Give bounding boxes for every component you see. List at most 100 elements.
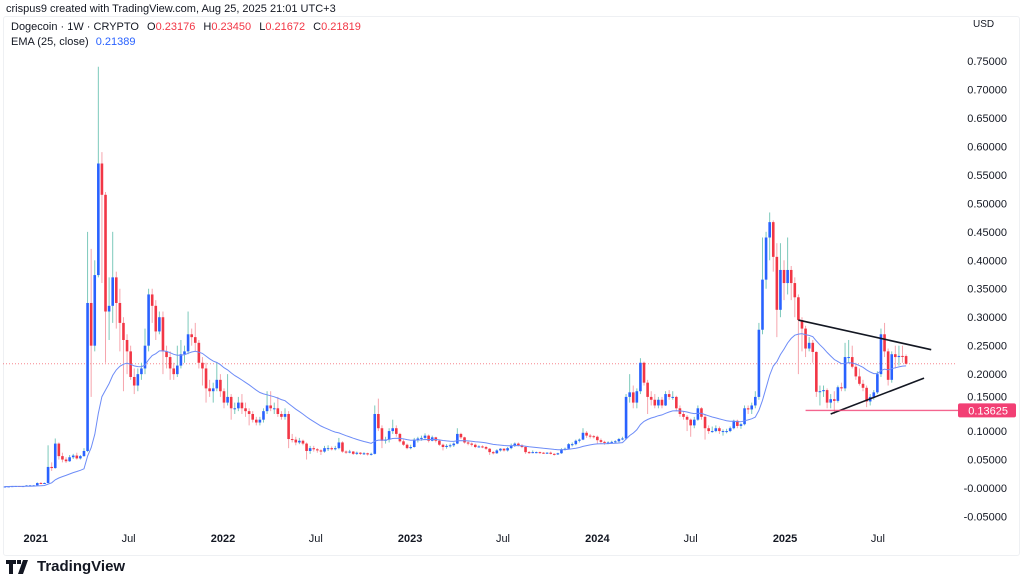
candle-body <box>797 297 800 321</box>
candle-body <box>172 368 176 375</box>
candle-body <box>657 399 660 406</box>
candle-body <box>459 433 463 438</box>
candle-body <box>904 356 908 364</box>
candle-body <box>761 279 764 330</box>
candle-body <box>822 390 825 392</box>
candle-body <box>832 399 836 401</box>
candle-body <box>800 320 804 329</box>
candle-body <box>193 337 197 343</box>
candle-body <box>369 453 373 455</box>
candle-body <box>179 354 183 366</box>
x-tick-label: 2022 <box>211 533 235 545</box>
x-tick-label: Jul <box>122 533 136 545</box>
candle-body <box>161 317 165 352</box>
candle-body <box>441 444 445 448</box>
candle-body <box>82 450 86 457</box>
candle-body <box>850 357 854 367</box>
candle-body <box>861 383 865 388</box>
candle-body <box>858 376 861 384</box>
candle-body <box>93 275 97 346</box>
candle-body <box>438 440 441 445</box>
candle-body <box>578 439 581 441</box>
candle-body <box>420 437 423 439</box>
candle-body <box>721 431 725 433</box>
candle-body <box>786 269 789 284</box>
candle-body <box>226 396 229 403</box>
candle-body <box>104 194 107 312</box>
candle-body <box>57 443 61 457</box>
currency-label[interactable]: USD <box>973 19 995 30</box>
ema-value: 0.21389 <box>95 36 136 48</box>
candle-body <box>147 294 150 346</box>
candle-body <box>531 452 535 454</box>
candle-body <box>639 362 642 392</box>
candle-body <box>843 357 847 389</box>
candle-body <box>542 452 545 454</box>
ema-line-path <box>5 333 907 487</box>
candle-body <box>301 440 305 444</box>
candle-body <box>793 283 797 298</box>
candle-body <box>728 428 732 432</box>
candle-body <box>897 355 901 358</box>
candle-body <box>495 450 499 454</box>
candle-body <box>158 317 161 332</box>
candle-body <box>247 411 251 414</box>
y-tick-label: 0.10000 <box>967 426 1007 438</box>
candle-body <box>653 399 657 406</box>
candle-body <box>470 443 473 445</box>
candle-body <box>829 399 832 403</box>
chart-pane[interactable] <box>3 16 1020 556</box>
candle-body <box>222 391 226 403</box>
candle-body <box>696 408 700 420</box>
candle-body <box>125 339 129 352</box>
candle-body <box>377 413 380 429</box>
y-tick-label: 0.30000 <box>967 312 1007 324</box>
y-tick-label: 0.35000 <box>967 284 1007 296</box>
candle-body <box>79 456 82 459</box>
candle-body <box>631 392 635 403</box>
candle-body <box>201 362 204 369</box>
candle-body <box>549 452 552 454</box>
ema-label[interactable]: EMA (25, close) <box>11 36 89 48</box>
candle-body <box>789 269 793 284</box>
x-tick-label: Jul <box>309 533 323 545</box>
candle-body <box>524 447 527 453</box>
candle-body <box>97 163 100 276</box>
candle-body <box>391 428 395 432</box>
candle-body <box>703 416 707 429</box>
candle-body <box>298 440 301 443</box>
x-tick-label: Jul <box>684 533 698 545</box>
candle-body <box>585 432 588 436</box>
candle-body <box>53 443 57 469</box>
candle-body <box>685 416 689 420</box>
y-tick-label: 0.40000 <box>967 255 1007 267</box>
candle-body <box>412 439 416 448</box>
candle-body <box>775 256 779 310</box>
candle-body <box>294 439 298 443</box>
candle-body <box>341 442 344 452</box>
low-label: L <box>259 21 266 33</box>
candle-body <box>671 396 675 398</box>
legend-symbol-row: Dogecoin · 1W · CRYPTO O0.23176 H0.23450… <box>11 20 361 35</box>
candle-body <box>491 452 495 454</box>
high-label: H <box>203 21 212 33</box>
candle-body <box>43 482 46 484</box>
candle-body <box>448 445 452 447</box>
candle-body <box>811 342 815 352</box>
candle-body <box>176 365 179 375</box>
ema-line <box>5 333 907 487</box>
candle-body <box>588 435 592 437</box>
candle-body <box>574 440 578 445</box>
candle-body <box>649 396 653 400</box>
x-tick-label: 2025 <box>773 533 797 545</box>
candle-body <box>764 237 768 280</box>
candle-body <box>183 351 186 355</box>
y-tick-label: 0.75000 <box>967 56 1007 68</box>
candle-body <box>481 446 484 448</box>
tradingview-logo[interactable]: TradingView <box>6 558 125 575</box>
symbol-title[interactable]: Dogecoin · 1W · CRYPTO <box>11 21 139 33</box>
candle-body <box>132 376 136 386</box>
y-tick-label: 0.20000 <box>967 369 1007 381</box>
candle-body <box>506 448 509 451</box>
